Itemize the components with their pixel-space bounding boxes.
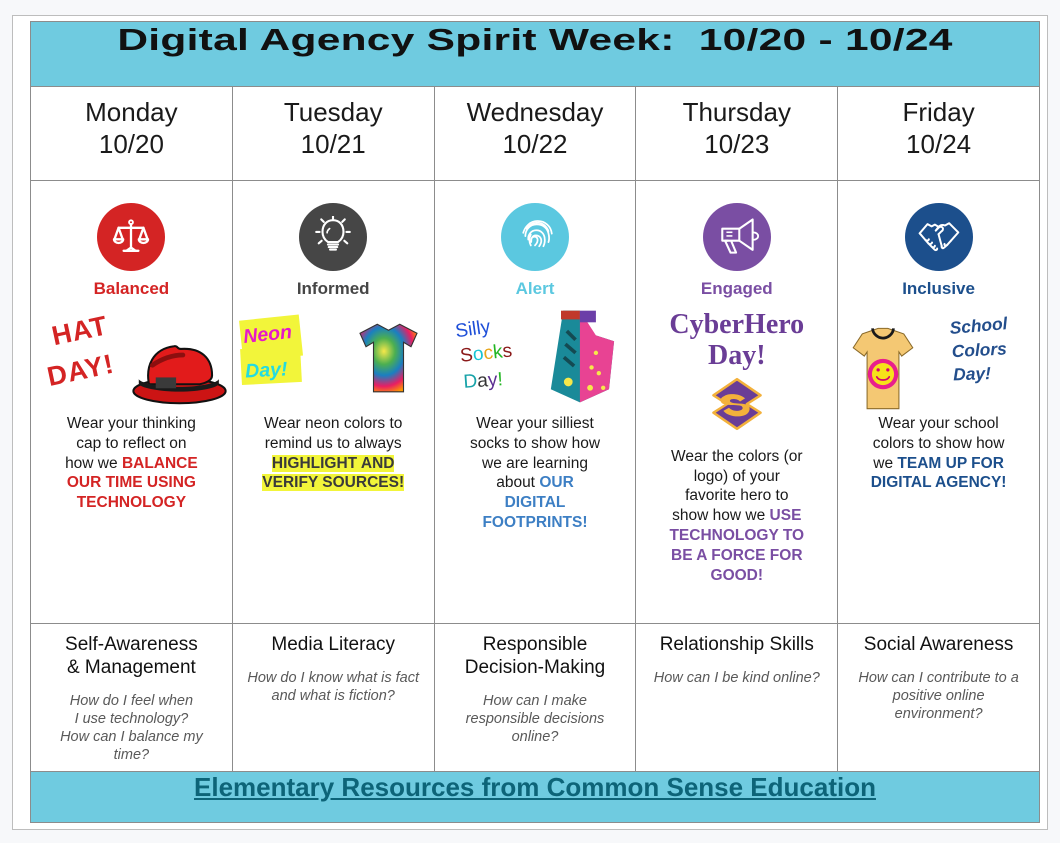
svg-text:Day!: Day!: [953, 363, 991, 384]
svg-text:Silly: Silly: [454, 317, 492, 343]
svg-text:Socks: Socks: [459, 341, 513, 367]
svg-text:Colors: Colors: [951, 338, 1007, 361]
svg-text:Day!: Day!: [462, 369, 503, 393]
svg-text:School: School: [949, 313, 1010, 338]
svg-text:DAY!: DAY!: [44, 348, 116, 392]
svg-text:HAT: HAT: [49, 309, 111, 351]
svg-text:Day!: Day!: [244, 358, 288, 382]
